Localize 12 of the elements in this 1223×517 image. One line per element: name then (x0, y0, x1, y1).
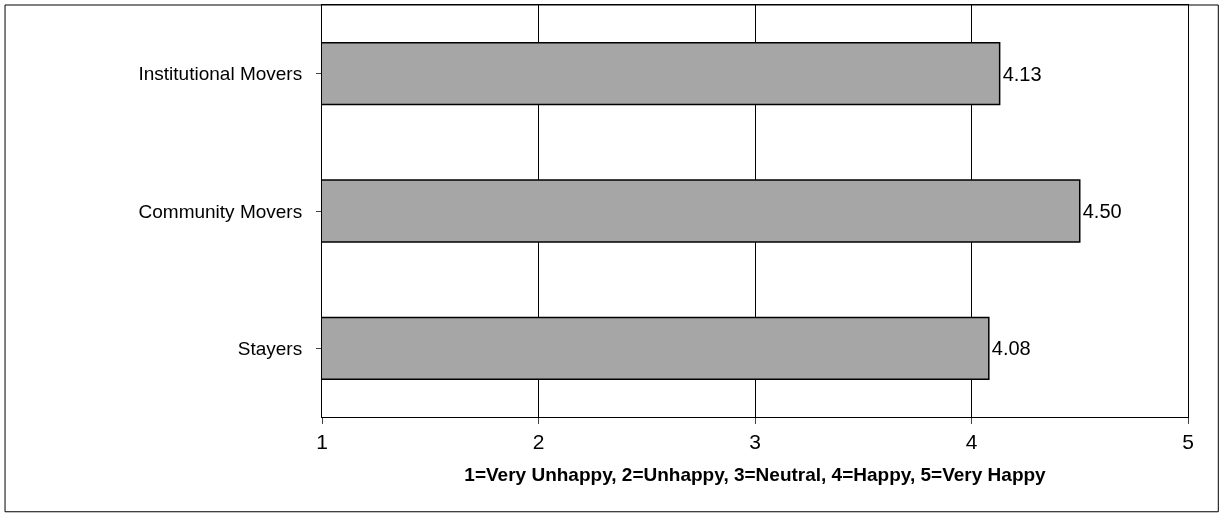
x-tick-label: 5 (1182, 430, 1194, 454)
y-tick-label: Institutional Movers (138, 63, 303, 85)
data-label: 4.50 (1082, 200, 1122, 222)
x-tick-label: 4 (965, 430, 978, 454)
x-axis-title: 1=Very Unhappy, 2=Unhappy, 3=Neutral, 4=Happy, 5=Very Happy (464, 464, 1047, 485)
y-tick-label: Stayers (237, 337, 303, 359)
x-tick-label: 1 (316, 430, 328, 454)
x-tick-label: 2 (532, 430, 545, 454)
y-tick-label: Community Movers (138, 200, 303, 222)
data-label: 4.08 (991, 337, 1031, 360)
x-tick-label: 3 (749, 430, 761, 454)
data-label: 4.13 (1002, 62, 1042, 85)
